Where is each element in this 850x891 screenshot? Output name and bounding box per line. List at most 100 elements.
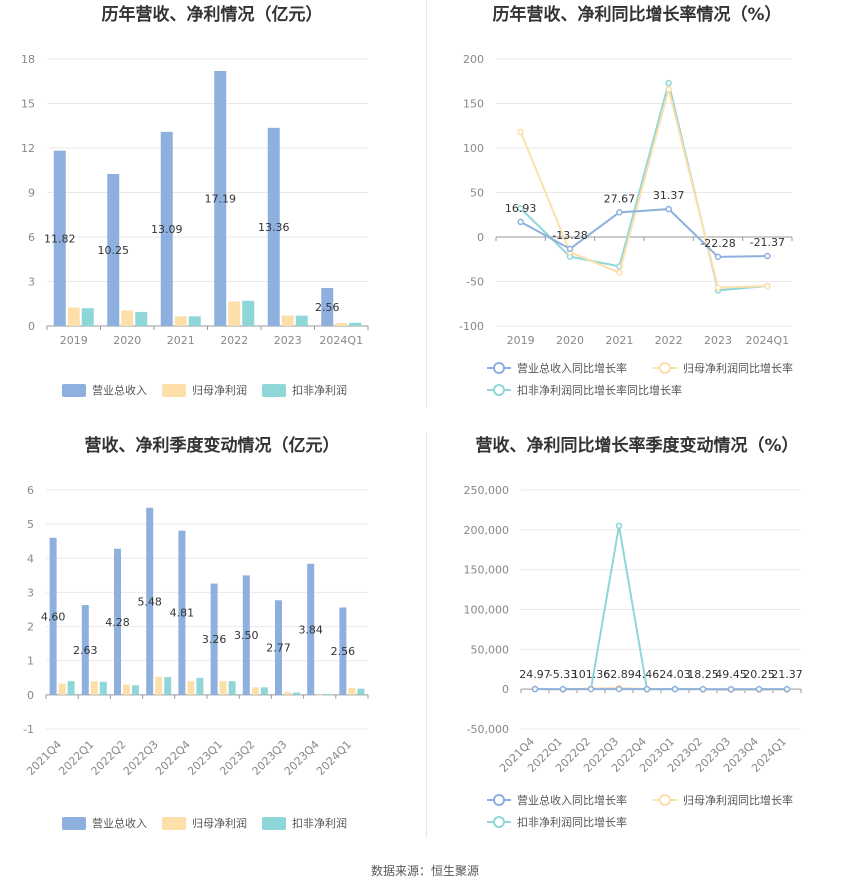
y-tick-label: 0 <box>28 320 35 333</box>
revenue-data-label: 17.19 <box>205 193 237 206</box>
bar-revenue <box>214 71 227 326</box>
revenue-data-label: 3.26 <box>202 633 227 646</box>
bar-revenue <box>210 583 218 695</box>
y-tick-label: -50 <box>466 276 484 289</box>
legend-label: 扣非净利润 <box>292 383 347 397</box>
bar-parent-net-profit <box>316 694 324 696</box>
data-point <box>764 252 771 260</box>
legend-swatch-marker <box>493 794 505 806</box>
legend-label: 营业总收入同比增长率 <box>517 793 627 807</box>
revenue-growth-data-label: 24.03 <box>659 668 691 681</box>
bar-deducted-net-profit <box>293 692 300 695</box>
data-point <box>615 522 623 530</box>
data-point <box>517 128 524 136</box>
revenue-data-label: 2.56 <box>315 301 340 314</box>
revenue-growth-data-label: 20.25 <box>743 668 775 681</box>
revenue-growth-data-label: -22.28 <box>700 237 735 250</box>
legend-label: 扣非净利润同比增长率同比增长率 <box>517 383 682 397</box>
y-tick-label: 1 <box>27 655 34 668</box>
revenue-growth-data-label: 31.37 <box>653 189 685 202</box>
data-point <box>755 685 763 693</box>
data-point <box>665 79 672 87</box>
legend-label: 营业总收入 <box>92 383 147 397</box>
data-point <box>615 685 623 693</box>
series-line-deducted-np-growth <box>519 82 768 292</box>
revenue-data-label: 11.82 <box>44 232 76 245</box>
series-line-parent-np-growth <box>519 85 768 289</box>
bar-revenue <box>146 507 154 695</box>
bar-parent-net-profit <box>284 692 291 695</box>
y-tick-label: 5 <box>27 518 34 531</box>
revenue-data-label: 2.56 <box>331 645 356 658</box>
y-tick-label: 6 <box>28 231 35 244</box>
x-tick-label: 2024Q1 <box>319 334 363 347</box>
quarterly-values-chart: 营收、净利季度变动情况（亿元） -101234562021Q42022Q1202… <box>23 435 369 830</box>
annual-growth-chart: 历年营收、净利同比增长率情况（%） -100 -50 0 50 100 150 200 201… <box>459 4 793 397</box>
legend-label: 归母净利润 <box>192 383 247 397</box>
bar-parent-net-profit <box>187 681 195 695</box>
bar-revenue <box>107 173 120 326</box>
bar-parent-net-profit <box>228 301 241 326</box>
legend-swatch <box>262 817 286 830</box>
revenue-growth-data-label: -13.28 <box>552 229 587 242</box>
legend-swatch <box>262 384 286 397</box>
revenue-growth-data-label: 21.37 <box>771 668 803 681</box>
chart-panel-quarterly-values: 营收、净利季度变动情况（亿元） -1 0 1 2 3 4 5 6 2021Q4 2022Q1 202… <box>0 425 425 850</box>
revenue-data-label: 13.09 <box>151 223 183 236</box>
bar-deducted-net-profit <box>349 322 362 326</box>
x-tick-label: 2020 <box>556 334 584 347</box>
y-tick-label: 12 <box>21 142 35 155</box>
series-line-revenue-growth <box>520 208 768 258</box>
data-point <box>616 269 623 276</box>
y-tick-label: 150,000 <box>464 564 510 577</box>
legend-swatch-marker <box>493 816 505 828</box>
revenue-data-label: 2.77 <box>266 642 291 655</box>
revenue-data-label: 3.50 <box>234 629 259 642</box>
data-point <box>783 685 791 693</box>
panel-divider <box>426 0 427 408</box>
y-tick-label: 15 <box>21 98 35 111</box>
legend-label: 营业总收入 <box>92 816 147 830</box>
chart-title: 历年营收、净利情况（亿元） <box>102 4 323 25</box>
bar-deducted-net-profit <box>228 681 236 695</box>
bar-revenue <box>242 575 250 695</box>
legend-label: 扣非净利润同比增长率 <box>517 815 627 829</box>
legend-swatch-marker <box>493 362 505 374</box>
x-tick-label: 2023 <box>274 334 302 347</box>
legend-label: 营业总收入同比增长率 <box>517 361 627 375</box>
revenue-data-label: 4.60 <box>41 610 66 623</box>
legend-swatch-marker <box>659 794 671 806</box>
revenue-data-label: 4.81 <box>170 607 195 620</box>
bar-deducted-net-profit <box>99 681 107 695</box>
bar-parent-net-profit <box>335 323 348 326</box>
y-tick-label: 0 <box>477 231 484 244</box>
legend-label: 归母净利润 <box>192 816 247 830</box>
bar-revenue <box>53 150 66 326</box>
x-tick-label: 2024Q1 <box>746 334 790 347</box>
revenue-data-label: 13.36 <box>258 221 290 234</box>
data-point <box>517 218 524 226</box>
bar-deducted-net-profit <box>132 685 139 695</box>
bar-deducted-net-profit <box>357 688 365 695</box>
bar-revenue <box>81 605 89 695</box>
data-point <box>531 685 539 693</box>
y-tick-label: 50,000 <box>471 643 510 656</box>
legend-label: 扣非净利润 <box>292 816 347 830</box>
legend-swatch <box>62 817 86 830</box>
y-tick-label: 3 <box>27 586 34 599</box>
bar-deducted-net-profit <box>164 677 172 695</box>
revenue-growth-data-label: 101.36 <box>572 668 611 681</box>
bar-parent-net-profit <box>67 307 80 326</box>
chart-title: 营收、净利季度变动情况（亿元） <box>85 435 340 456</box>
bar-deducted-net-profit <box>325 694 333 696</box>
data-point <box>764 282 771 290</box>
x-tick-label: 2022 <box>220 334 248 347</box>
bar-deducted-net-profit <box>188 316 201 326</box>
y-tick-label: 200,000 <box>464 524 510 537</box>
chart-panel-quarterly-growth: 营收、净利同比增长率季度变动情况（%） -50,000 0 50,000 100,00… <box>425 425 850 850</box>
bar-parent-net-profit <box>219 681 227 695</box>
x-tick-label: 2024Q1 <box>314 738 354 778</box>
legend-label: 归母净利润同比增长率 <box>683 793 793 807</box>
revenue-growth-data-label: 49.45 <box>715 668 747 681</box>
revenue-growth-data-label: 62.89 <box>603 668 635 681</box>
